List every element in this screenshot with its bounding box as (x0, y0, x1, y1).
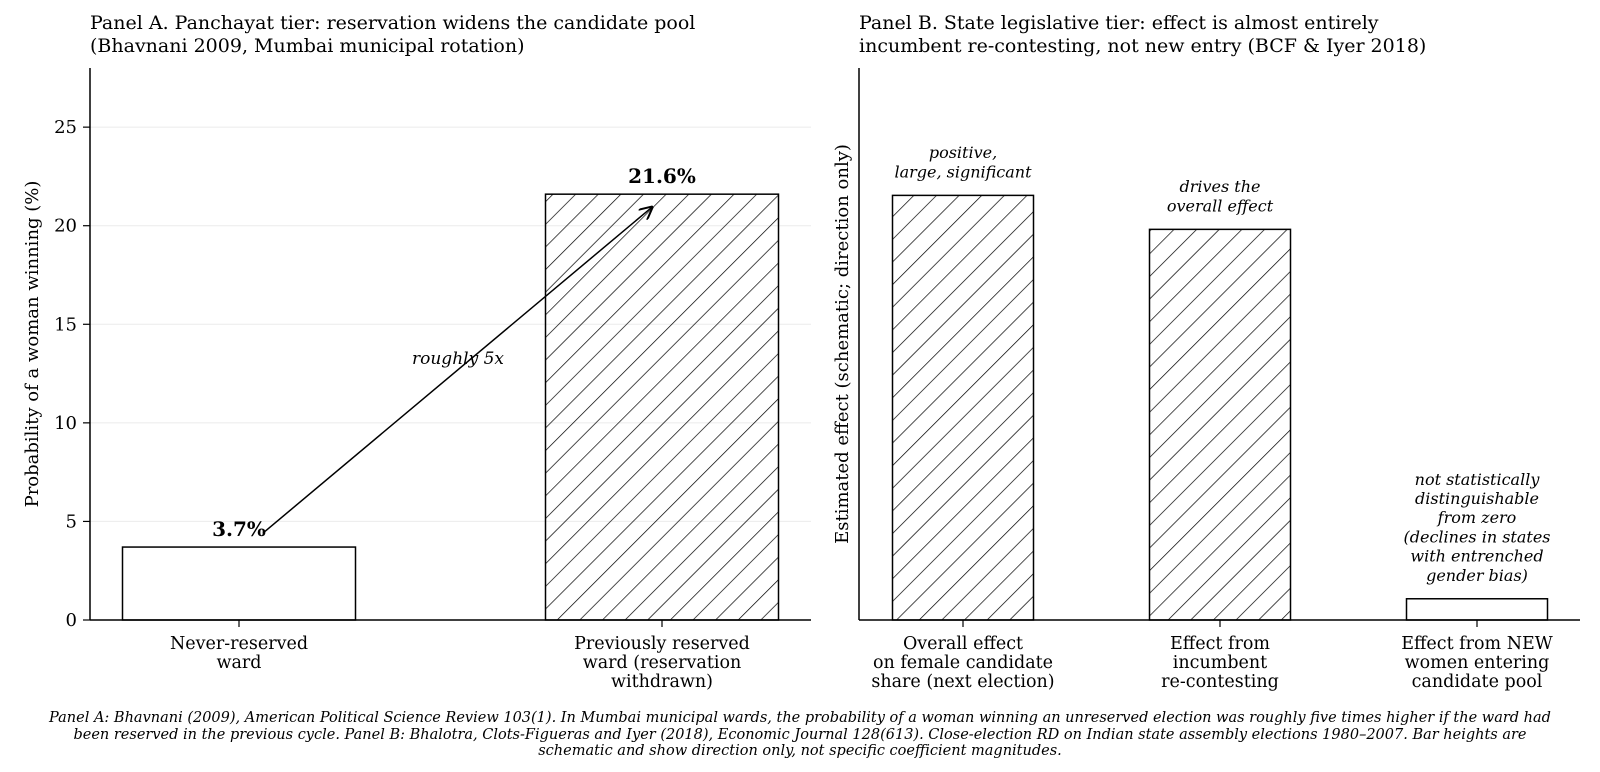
bar (1405, 598, 1549, 621)
x-tick-label-line: ward (reservation (583, 653, 742, 673)
bar-annotation: drives the overall effect (1167, 177, 1274, 215)
x-tick-label-line: Never-reserved (170, 634, 308, 654)
bar-annotation: positive, large, significant (894, 143, 1032, 181)
x-tick-label-line: on female candidate (873, 653, 1053, 673)
bar-annotation-line: (declines in states (1403, 527, 1550, 546)
bar (121, 546, 357, 621)
y-tick-label: 10 (54, 413, 77, 434)
x-tick-label: Overall effect on female candidate share (… (871, 634, 1054, 692)
x-tick-label-line: Previously reserved (574, 634, 750, 654)
x-tick-label-line: Effect from (1170, 634, 1270, 654)
bar-annotation: not statistically distinguishable from zer… (1403, 470, 1550, 585)
bar-annotation-line: large, significant (894, 162, 1032, 181)
panel-a-y-ticks: 0 5 10 15 20 25 (54, 117, 90, 631)
bar-annotation-line: with entrenched (1410, 547, 1543, 566)
bar (891, 194, 1035, 621)
panel-b-title-line-1: Panel B. State legislative tier: effect … (859, 12, 1379, 34)
y-tick-label: 20 (54, 216, 77, 237)
x-tick-label: Never-reserved ward (170, 634, 308, 673)
x-tick-label-line: women entering (1405, 653, 1550, 673)
panel-b-bars: positive, large, significant drives the ove… (891, 143, 1551, 621)
x-tick-label: Effect from NEW women entering candidate p… (1401, 634, 1553, 692)
data-label: 21.6% (628, 164, 696, 188)
y-tick-label: 15 (54, 314, 77, 335)
bar (1148, 228, 1292, 621)
bar-annotation-line: distinguishable (1415, 489, 1539, 508)
panel-a-ratio-annotation: roughly 5x (412, 349, 504, 369)
panel-b-x-labels: Overall effect on female candidate share (… (871, 620, 1553, 692)
data-label: 3.7% (212, 517, 266, 541)
caption-line-3: schematic and show direction only, not s… (538, 743, 1062, 759)
panel-a-title-line-2: (Bhavnani 2009, Mumbai municipal rotatio… (90, 35, 525, 57)
x-tick-label-line: incumbent (1173, 653, 1267, 673)
y-tick-label: 0 (66, 610, 77, 631)
bar-annotation-line: positive, (929, 143, 997, 162)
bar-annotation-line: not statistically (1415, 470, 1541, 489)
x-tick-label-line: re-contesting (1161, 672, 1279, 692)
panel-a: Panel A. Panchayat tier: reservation wid… (22, 12, 811, 692)
y-tick-label: 5 (66, 511, 77, 532)
caption-line-1: Panel A: Bhavnani (2009), American Polit… (49, 710, 1551, 726)
panel-b: Panel B. State legislative tier: effect … (832, 12, 1580, 692)
caption-line-2: been reserved in the previous cycle. Pan… (73, 726, 1527, 743)
bar-annotation-line: overall effect (1167, 196, 1274, 215)
panel-a-ratio-arrow (262, 207, 652, 534)
panel-b-y-axis-label: Estimated effect (schematic; direction o… (832, 144, 853, 544)
x-tick-label-line: share (next election) (871, 672, 1054, 692)
panel-a-bars: 3.7% 21.6% (121, 164, 780, 621)
panel-b-title-line-2: incumbent re-contesting, not new entry (… (859, 35, 1426, 57)
panel-a-title-line-1: Panel A. Panchayat tier: reservation wid… (90, 12, 695, 34)
bar-annotation-line: from zero (1437, 508, 1517, 527)
x-tick-label-line: ward (217, 653, 262, 673)
bar-annotation-line: drives the (1179, 177, 1260, 196)
x-tick-label-line: withdrawn) (611, 672, 713, 692)
x-tick-label-line: Overall effect (903, 634, 1023, 654)
x-tick-label-line: candidate pool (1412, 672, 1543, 692)
bar-annotation-line: gender bias) (1426, 566, 1528, 585)
y-tick-label: 25 (54, 117, 77, 138)
x-tick-label: Previously reserved ward (reservation with… (574, 634, 750, 692)
panel-a-y-axis-label: Probability of a woman winning (%) (22, 181, 43, 508)
bar (544, 193, 780, 621)
x-tick-label: Effect from incumbent re-contesting (1161, 634, 1279, 692)
figure-caption: Panel A: Bhavnani (2009), American Polit… (0, 710, 1600, 760)
x-tick-label-line: Effect from NEW (1401, 634, 1553, 654)
